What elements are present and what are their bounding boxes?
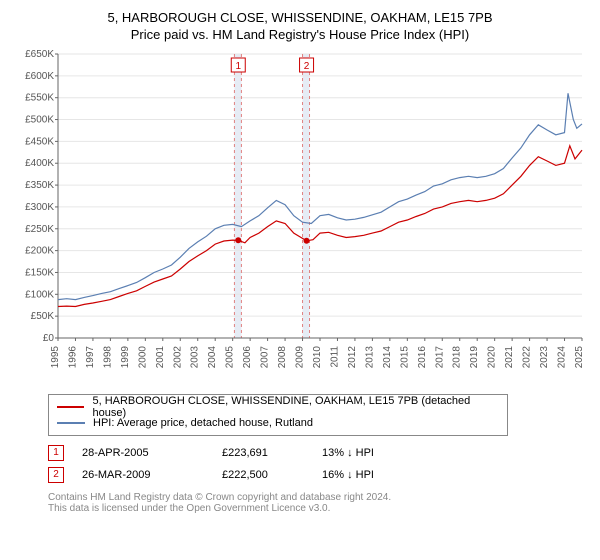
footer-attribution: Contains HM Land Registry data © Crown c… — [48, 492, 588, 514]
svg-text:£0: £0 — [43, 333, 55, 344]
svg-text:£400K: £400K — [25, 158, 54, 169]
svg-text:2009: 2009 — [295, 346, 306, 369]
transaction-date: 26-MAR-2009 — [82, 469, 222, 481]
svg-text:£200K: £200K — [25, 246, 54, 257]
svg-text:1997: 1997 — [85, 346, 96, 369]
transaction-diff: 16% ↓ HPI — [322, 469, 422, 481]
svg-text:1996: 1996 — [67, 346, 78, 369]
svg-text:1999: 1999 — [120, 346, 131, 369]
svg-text:£450K: £450K — [25, 136, 54, 147]
svg-text:2005: 2005 — [225, 346, 236, 369]
transaction-diff: 13% ↓ HPI — [322, 447, 422, 459]
svg-text:2014: 2014 — [382, 346, 393, 369]
transaction-row: 2 26-MAR-2009£222,50016% ↓ HPI — [48, 464, 588, 486]
svg-text:£350K: £350K — [25, 180, 54, 191]
svg-text:2011: 2011 — [329, 346, 340, 368]
svg-text:2: 2 — [304, 61, 310, 72]
legend-row: 5, HARBOROUGH CLOSE, WHISSENDINE, OAKHAM… — [57, 399, 499, 415]
legend-label: 5, HARBOROUGH CLOSE, WHISSENDINE, OAKHAM… — [92, 395, 499, 419]
svg-text:2000: 2000 — [137, 346, 148, 369]
legend: 5, HARBOROUGH CLOSE, WHISSENDINE, OAKHAM… — [48, 394, 508, 436]
svg-text:£150K: £150K — [25, 267, 54, 278]
svg-text:2021: 2021 — [504, 346, 515, 369]
chart-title: 5, HARBOROUGH CLOSE, WHISSENDINE, OAKHAM… — [12, 10, 588, 25]
svg-text:£100K: £100K — [25, 289, 54, 300]
svg-text:£250K: £250K — [25, 224, 54, 235]
svg-text:2001: 2001 — [155, 346, 166, 369]
svg-text:2019: 2019 — [469, 346, 480, 369]
svg-text:2007: 2007 — [260, 346, 271, 369]
svg-text:2023: 2023 — [539, 346, 550, 369]
chart-subtitle: Price paid vs. HM Land Registry's House … — [12, 27, 588, 42]
svg-text:2006: 2006 — [242, 346, 253, 369]
footer-line2: This data is licensed under the Open Gov… — [48, 503, 588, 514]
transaction-marker: 1 — [48, 445, 64, 461]
svg-text:2008: 2008 — [277, 346, 288, 369]
chart-container: 5, HARBOROUGH CLOSE, WHISSENDINE, OAKHAM… — [0, 0, 600, 522]
legend-swatch — [57, 406, 84, 408]
svg-text:2003: 2003 — [190, 346, 201, 369]
transaction-table: 1 28-APR-2005£223,69113% ↓ HPI 2 26-MAR-200… — [48, 442, 588, 486]
transaction-date: 28-APR-2005 — [82, 447, 222, 459]
svg-text:2004: 2004 — [207, 346, 218, 369]
svg-text:2015: 2015 — [399, 346, 410, 369]
svg-text:2002: 2002 — [172, 346, 183, 369]
svg-text:£650K: £650K — [25, 49, 54, 60]
footer-line1: Contains HM Land Registry data © Crown c… — [48, 492, 588, 503]
legend-label: HPI: Average price, detached house, Rutl… — [93, 417, 313, 429]
svg-text:2016: 2016 — [417, 346, 428, 369]
chart-plot: £0 £50K £100K £150K £200K £250K £300K £350K £400… — [12, 48, 588, 388]
svg-text:2025: 2025 — [574, 346, 585, 369]
svg-text:1: 1 — [235, 61, 241, 72]
svg-text:2018: 2018 — [452, 346, 463, 369]
svg-text:2024: 2024 — [557, 346, 568, 369]
svg-text:£500K: £500K — [25, 115, 54, 126]
svg-text:2012: 2012 — [347, 346, 358, 369]
svg-text:2013: 2013 — [364, 346, 375, 369]
svg-text:£300K: £300K — [25, 202, 54, 213]
transaction-price: £223,691 — [222, 447, 322, 459]
svg-text:2022: 2022 — [522, 346, 533, 369]
svg-text:£50K: £50K — [31, 311, 55, 322]
svg-text:£600K: £600K — [25, 71, 54, 82]
svg-text:£550K: £550K — [25, 93, 54, 104]
svg-text:1998: 1998 — [102, 346, 113, 369]
legend-swatch — [57, 422, 85, 424]
svg-text:2017: 2017 — [434, 346, 445, 369]
svg-text:2020: 2020 — [487, 346, 498, 369]
svg-text:2010: 2010 — [312, 346, 323, 369]
transaction-marker: 2 — [48, 467, 64, 483]
svg-text:1995: 1995 — [50, 346, 61, 369]
transaction-row: 1 28-APR-2005£223,69113% ↓ HPI — [48, 442, 588, 464]
transaction-price: £222,500 — [222, 469, 322, 481]
